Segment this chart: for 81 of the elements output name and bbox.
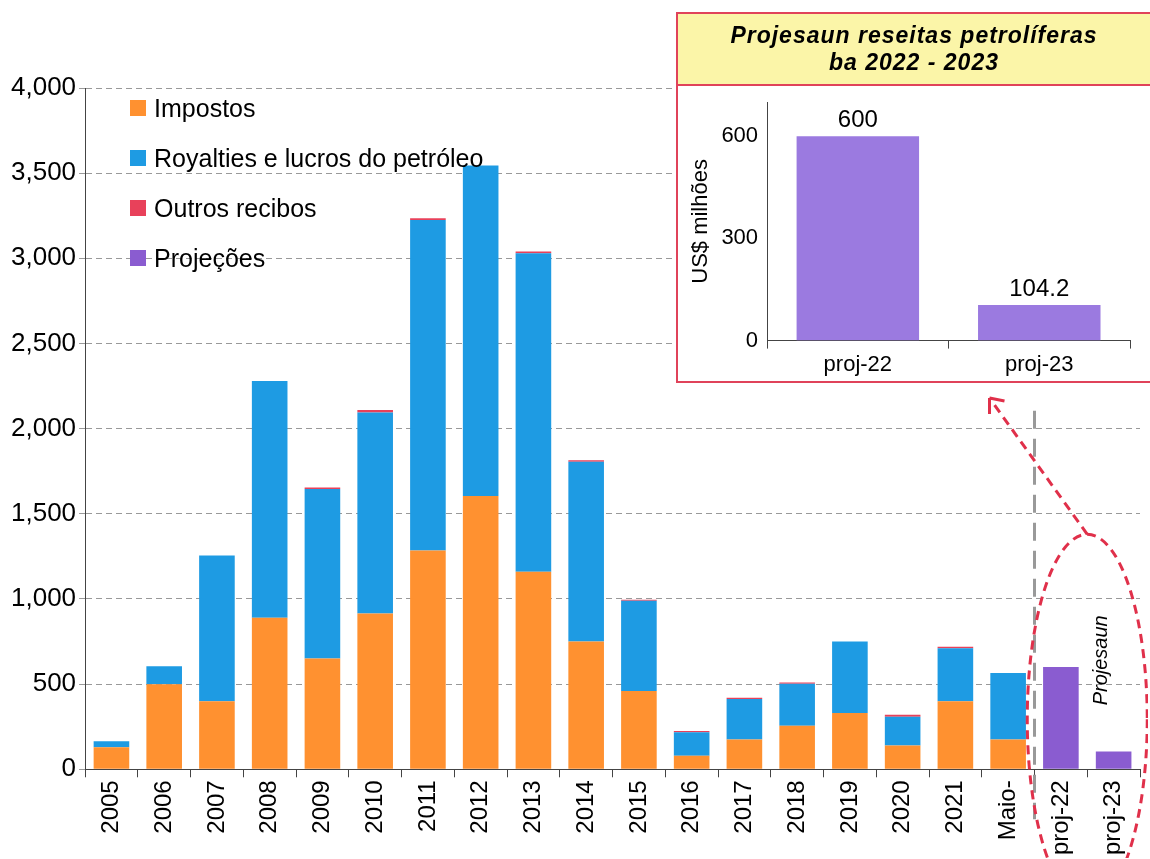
data-label: 600 (837, 104, 878, 132)
bar (93, 741, 130, 748)
x-tick-label: Maio- (992, 780, 1020, 841)
bar (779, 725, 815, 769)
y-tick-label: 0 (745, 326, 759, 352)
bar (251, 617, 288, 769)
bar (515, 571, 552, 769)
x-tick-label: proj-22 (1045, 780, 1073, 856)
x-tick-label: proj-23 (1098, 780, 1126, 856)
x-tick-label: 2015 (623, 780, 651, 834)
x-tick-label: 2012 (465, 780, 493, 834)
bar (884, 714, 921, 717)
data-label: 104.2 (1009, 273, 1070, 301)
bar (410, 220, 446, 551)
y-tick-label: 500 (32, 667, 77, 698)
y-tick-label: 0 (61, 752, 77, 783)
bar (673, 732, 710, 756)
x-tick-label: 2019 (834, 780, 862, 834)
bar (304, 489, 341, 659)
x-tick-label: 2013 (518, 780, 546, 834)
bar (832, 641, 868, 714)
bar (462, 495, 499, 769)
x-tick-label: 2005 (96, 780, 124, 834)
bar (884, 716, 921, 746)
x-tick-label: 2011 (412, 780, 440, 832)
legend-label: Projeções (154, 243, 266, 274)
y-tick-label: 1,500 (10, 496, 77, 527)
y-tick-label: 3,500 (10, 156, 77, 187)
x-tick-label: 2020 (887, 780, 915, 834)
legend-label: Outros recibos (154, 193, 317, 224)
bar (832, 713, 868, 769)
bar (568, 461, 604, 642)
bar (146, 666, 182, 685)
x-tick-label: 2017 (729, 780, 757, 834)
y-tick-label: 3,000 (10, 241, 77, 272)
x-tick-label: proj-22 (823, 350, 893, 376)
x-tick-label: 2018 (781, 780, 809, 834)
bar (146, 684, 182, 769)
y-tick-label: 2,000 (10, 411, 77, 442)
x-tick-label: 2009 (307, 780, 335, 834)
bar (621, 600, 657, 691)
bar (304, 658, 341, 769)
legend-label: Royalties e lucros do petróleo (154, 143, 484, 174)
x-tick-label: 2008 (254, 780, 282, 834)
bar (990, 673, 1026, 740)
x-tick-label: 2014 (570, 780, 598, 834)
legend-label: Impostos (154, 93, 256, 124)
x-tick-label: 2007 (201, 780, 229, 834)
bar (357, 613, 393, 769)
y-axis-title: US$ milhões (687, 159, 713, 284)
y-tick-label: 600 (721, 122, 759, 148)
bar (199, 555, 235, 702)
bar (357, 412, 393, 614)
bar (726, 739, 763, 769)
x-tick-label: 2016 (676, 780, 704, 834)
y-tick-label: 4,000 (10, 71, 77, 102)
bar (937, 701, 974, 769)
y-tick-label: 2,500 (10, 326, 77, 357)
bar (779, 683, 815, 726)
chart-title: Projesaun reseitas petrolíferas ba 2022 - 2023 (678, 14, 1150, 86)
annotation: Projesaun (1089, 615, 1112, 706)
y-tick-label: 1,000 (10, 582, 77, 613)
bar (937, 648, 974, 702)
bar (251, 380, 288, 618)
x-tick-label: 2006 (148, 780, 176, 834)
bar (621, 690, 657, 769)
bar (884, 745, 921, 769)
bar (93, 747, 130, 769)
x-tick-label: 2010 (359, 780, 387, 834)
bar (515, 253, 552, 572)
bar (568, 641, 604, 769)
bar (673, 755, 710, 769)
y-tick-label: 300 (721, 224, 759, 250)
bar (726, 699, 763, 740)
bar (410, 550, 446, 769)
bar (199, 701, 235, 769)
x-tick-label: proj-23 (1005, 350, 1074, 376)
bar (1095, 751, 1132, 769)
bar (990, 739, 1026, 769)
x-tick-label: 2021 (940, 780, 968, 834)
bar (1043, 667, 1079, 769)
